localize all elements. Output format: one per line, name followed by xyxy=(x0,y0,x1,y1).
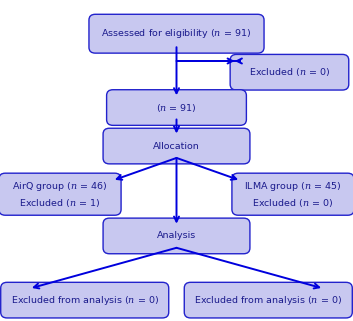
FancyBboxPatch shape xyxy=(107,90,246,125)
Text: Excluded from analysis ($n$ = 0): Excluded from analysis ($n$ = 0) xyxy=(11,294,159,307)
FancyBboxPatch shape xyxy=(103,218,250,254)
FancyBboxPatch shape xyxy=(89,14,264,53)
FancyBboxPatch shape xyxy=(0,173,121,215)
Text: ILMA group ($n$ = 45)
Excluded ($n$ = 0): ILMA group ($n$ = 45) Excluded ($n$ = 0) xyxy=(244,180,342,209)
Text: Assessed for eligibility ($n$ = 91): Assessed for eligibility ($n$ = 91) xyxy=(101,27,252,40)
Text: AirQ group ($n$ = 46)
Excluded ($n$ = 1): AirQ group ($n$ = 46) Excluded ($n$ = 1) xyxy=(12,180,108,209)
Text: Allocation: Allocation xyxy=(153,142,200,151)
FancyBboxPatch shape xyxy=(230,54,349,90)
FancyBboxPatch shape xyxy=(103,128,250,164)
FancyBboxPatch shape xyxy=(232,173,353,215)
FancyBboxPatch shape xyxy=(1,282,169,318)
FancyBboxPatch shape xyxy=(184,282,352,318)
Text: ($n$ = 91): ($n$ = 91) xyxy=(156,101,197,114)
Text: Excluded ($n$ = 0): Excluded ($n$ = 0) xyxy=(249,66,330,78)
Text: Analysis: Analysis xyxy=(157,231,196,240)
Text: Excluded from analysis ($n$ = 0): Excluded from analysis ($n$ = 0) xyxy=(194,294,342,307)
